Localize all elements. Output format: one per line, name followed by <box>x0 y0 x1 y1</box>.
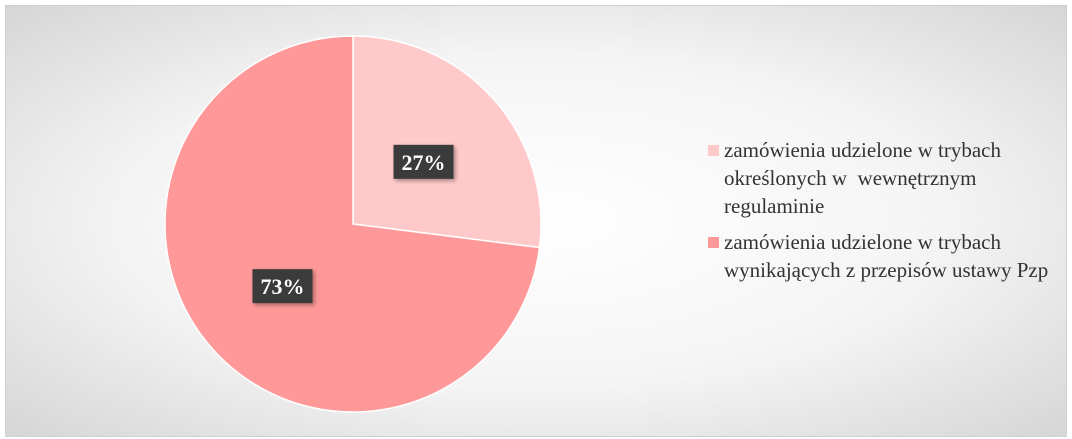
data-labels: 27% 73% <box>252 144 454 304</box>
legend-swatch <box>708 145 719 156</box>
data-label-box <box>393 144 454 179</box>
data-label-box <box>252 269 313 304</box>
data-label: 27% <box>402 150 446 175</box>
pie <box>164 35 542 413</box>
legend-label: zamówienia udzielone w trybach wynikając… <box>724 230 1049 282</box>
legend-item: zamówienia udzielone w trybach wynikając… <box>708 228 1064 284</box>
legend-label: zamówienia udzielone w trybach określony… <box>724 138 1007 218</box>
data-label: 73% <box>260 274 304 299</box>
legend-swatch <box>708 237 719 248</box>
pie-slice <box>164 35 541 413</box>
legend: zamówienia udzielone w trybach określony… <box>708 136 1064 292</box>
legend-item: zamówienia udzielone w trybach określony… <box>708 136 1064 220</box>
pie-slice <box>352 35 542 249</box>
